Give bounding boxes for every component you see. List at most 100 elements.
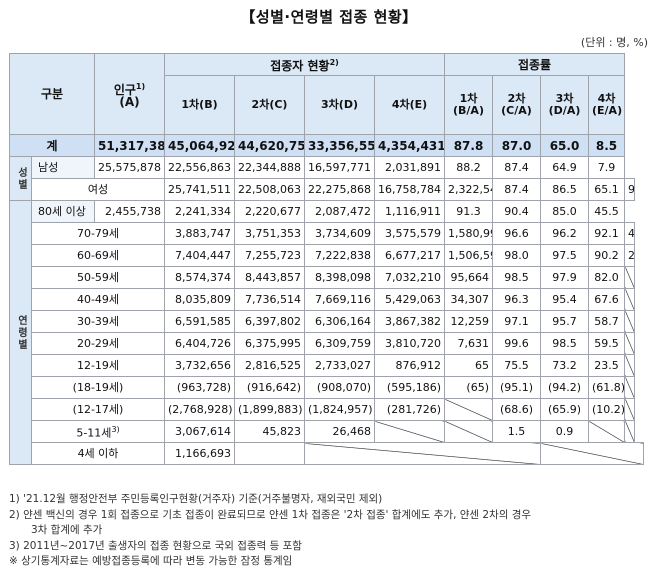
header-row-2: 1차(B) 2차(C) 3차(D) 4차(E) 1차 (B/A) 2차 (C/A) … [10,75,644,135]
count-cell: 3,732,656 [164,354,235,377]
header-dose3: 3차(D) [304,75,375,135]
count-cell: 8,035,809 [164,288,235,311]
age-row-label: 20-29세 [31,332,165,355]
count-cell: 22,556,863 [164,156,235,179]
header-rate2-b: (C/A) [501,104,532,117]
count-cell: 22,508,063 [234,178,305,201]
sex-row: 성별 남성 25,575,878 22,556,863 22,344,888 16,597… [9,156,644,201]
count-cell: 6,591,585 [164,310,235,333]
header-rate3-a: 3차 [555,92,574,105]
header-rate3: 3차 (D/A) [540,75,589,135]
row-label-text: 60-69세 [76,248,120,262]
age-row-label: 50-59세 [31,266,165,289]
footnote-remark: ※ 상기통계자료는 예방접종등록에 따라 변동 가능한 잠정 통계임 [9,555,293,567]
rate-cell: 85.0 [540,200,589,223]
count-cell [444,420,493,443]
count-cell: 7,222,838 [304,244,375,267]
rate-cell: 65.0 [540,134,589,157]
row-label-text: 계 [46,138,58,153]
rate-cell: 95.7 [540,310,589,333]
rate-cell: 7.9 [588,156,625,179]
rate-cell: 87.4 [492,156,541,179]
rate-cell: 1.5 [492,420,541,443]
rate-cell [624,420,635,443]
count-cell: 3,734,609 [304,222,375,245]
header-rate4-b: (E/A) [592,104,623,117]
count-cell: 25,575,878 [94,156,165,179]
count-cell: 16,758,784 [374,178,445,201]
age-row-label: 60-69세 [31,244,165,267]
rate-cell: 98.0 [492,244,541,267]
header-dose4: 4차(E) [374,75,445,135]
rate-cell: 88.2 [444,156,493,179]
header-vaccinated-group: 접종자 현황2) [164,53,445,76]
rate-cell: 98.5 [492,266,541,289]
count-cell: 7,404,447 [164,244,235,267]
count-cell: 26,468 [304,420,375,443]
count-cell: 22,344,888 [234,156,305,179]
rate-cell: 40.7 [624,222,635,245]
count-cell: 34,307 [444,288,493,311]
count-cell: 3,751,353 [234,222,305,245]
count-cell: 876,912 [374,354,445,377]
row-label-text: 20-29세 [76,336,120,350]
rate-cell [624,310,635,333]
footnote-2-cont: 3차 합계에 추가 [31,524,103,536]
rate-cell: 96.2 [540,222,589,245]
footnote-marker-1: 1) [135,81,146,91]
row-label-text: 30-39세 [76,314,120,328]
header-rate3-b: (D/A) [548,104,581,117]
header-vaccinated-label: 접종자 현황 [270,59,330,73]
count-cell: 45,823 [234,420,305,443]
rate-cell: 82.0 [588,266,625,289]
count-cell: 44,620,756 [234,134,305,157]
count-cell: 7,631 [444,332,493,355]
rate-cell: 64.9 [540,156,589,179]
count-cell: 51,317,389 [94,134,165,157]
row-label-text: (12-17세) [72,402,124,416]
sex-group-label: 성별 [9,156,32,201]
header-population: 인구1) (A) [94,53,165,135]
count-cell: 1,166,693 [164,442,235,465]
count-cell: 33,356,555 [304,134,375,157]
age-row: 연령별 80세 이상 2,455,738 2,241,334 2,220,677 2,08… [9,200,644,465]
count-cell: 45,064,926 [164,134,235,157]
header-dose2: 2차(C) [234,75,305,135]
count-cell: 25,741,511 [164,178,235,201]
age-row-label: 80세 이상 [31,200,95,223]
rate-cell [588,420,625,443]
count-cell: 2,816,525 [234,354,305,377]
rate-cell: (68.6) [492,398,541,421]
row-label-text: 4세 이하 [77,446,119,460]
sex-row: 여성 25,741,511 22,508,063 22,275,868 16,758,7… [10,178,644,201]
row-label-text: 남성 [38,160,59,174]
age-row-label: 70-79세 [31,222,165,245]
age-row-label: (18-19세) [31,376,165,399]
rate-cell: 97.9 [540,266,589,289]
rate-cell: (61.8) [588,376,625,399]
row-label-text: 5-11세 [76,426,112,440]
age-row: 12-19세 3,732,656 2,816,525 2,733,027 876,912… [10,354,644,377]
rate-cell: 0.9 [540,420,589,443]
rate-cell: 58.7 [588,310,625,333]
header-row-1: 구분 인구1) (A) 접종자 현황2) 접종률 [9,53,644,135]
count-cell: 22,275,868 [304,178,375,201]
count-cell: (281,726) [374,398,445,421]
rate-cell [624,288,635,311]
count-cell: 16,597,771 [304,156,375,179]
footnote-marker-2: 2) [329,58,339,67]
rate-cell: 75.5 [492,354,541,377]
age-row: 70-79세 3,883,747 3,751,353 3,734,609 3,575,5… [10,222,644,245]
count-cell [374,420,445,443]
count-cell: 3,883,747 [164,222,235,245]
footnotes: 1) '21.12월 행정안전부 주민등록인구현황(거주자) 기준(거주불명자,… [9,492,531,570]
rate-cell [624,266,635,289]
total-row-label: 계 [9,134,95,157]
total-row: 계 51,317,38945,064,92644,620,75633,356,55… [9,134,644,157]
count-cell: 2,241,334 [164,200,235,223]
rate-cell: 8.5 [588,134,625,157]
rate-cell: (10.2) [588,398,625,421]
rate-cell: (65.9) [540,398,589,421]
count-cell: 8,574,374 [164,266,235,289]
age-row: 50-59세 8,574,374 8,443,857 8,398,098 7,032,2… [10,266,644,289]
